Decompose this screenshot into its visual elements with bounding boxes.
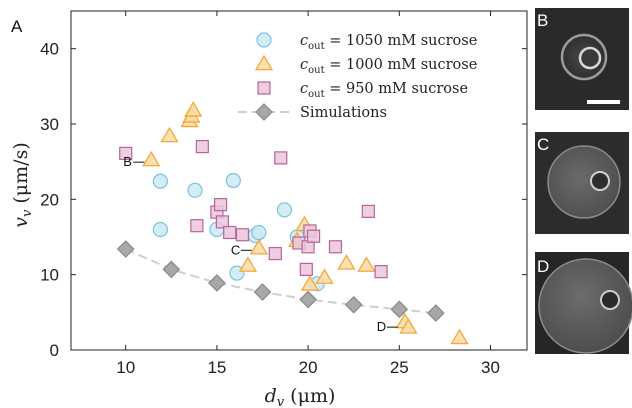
point-diamond-5 xyxy=(344,295,363,314)
point-diamond-0 xyxy=(116,240,135,258)
point-square-14 xyxy=(306,229,321,243)
point-triangle-5 xyxy=(238,256,258,272)
point-triangle-14 xyxy=(399,318,418,334)
legend-label-2: cout = 950 mM sucrose xyxy=(300,81,468,100)
scale-bar xyxy=(587,100,620,104)
point-circle-1 xyxy=(152,221,168,238)
micrograph-c: C xyxy=(535,132,629,234)
annotation-d: D xyxy=(377,319,386,334)
x-axis-label: dv (μm) xyxy=(265,385,336,408)
x-tick-label-4: 30 xyxy=(481,358,500,377)
x-tick-label-3: 25 xyxy=(390,358,409,377)
x-tick-label-0: 10 xyxy=(116,358,135,377)
point-square-4 xyxy=(213,198,228,212)
micrograph-d: D xyxy=(535,252,632,354)
legend-label-1: cout = 1000 mM sucrose xyxy=(300,57,477,76)
x-tick-label-1: 15 xyxy=(207,358,226,377)
micrograph-b: B xyxy=(535,8,629,110)
point-square-9 xyxy=(274,151,288,165)
point-square-5 xyxy=(215,215,229,229)
y-tick-label-4: 40 xyxy=(40,40,59,59)
point-diamond-1 xyxy=(162,260,181,279)
point-square-8 xyxy=(268,246,282,261)
panel-letter-c: C xyxy=(537,135,549,154)
point-triangle-4 xyxy=(184,101,203,117)
point-square-11 xyxy=(299,262,313,276)
point-triangle-9 xyxy=(300,275,320,291)
y-tick-label-2: 20 xyxy=(40,190,59,209)
point-circle-8 xyxy=(276,202,293,218)
axis-ticks: 10 15 20 25 30 0 10 20 30 40 xyxy=(40,11,527,377)
panel-letter-b: B xyxy=(537,11,548,30)
y-axis-label: vv (μm/s) xyxy=(10,142,35,227)
y-tick-label-0: 0 xyxy=(50,341,59,360)
annotation-c: C xyxy=(231,242,240,257)
point-diamond-3 xyxy=(253,283,272,301)
legend-label-3: Simulations xyxy=(300,105,387,121)
panel-letter-d: D xyxy=(537,257,549,276)
point-circle-2 xyxy=(187,182,203,198)
point-square-16 xyxy=(361,204,375,218)
point-square-0 xyxy=(119,146,133,160)
y-tick-label-3: 30 xyxy=(40,115,59,134)
point-square-7 xyxy=(235,228,250,242)
point-square-1 xyxy=(190,219,204,233)
point-diamond-2 xyxy=(208,274,226,292)
legend-label-0: cout = 1050 mM sucrose xyxy=(300,33,477,52)
panel-letter-a: A xyxy=(11,17,23,36)
point-triangle-15 xyxy=(450,328,469,345)
legend-marker-square xyxy=(257,81,271,95)
legend-marker-triangle xyxy=(254,54,274,71)
y-tick-label-1: 10 xyxy=(40,266,59,285)
point-diamond-4 xyxy=(299,290,317,309)
point-square-6 xyxy=(223,225,237,240)
point-circle-0 xyxy=(152,173,168,189)
point-diamond-7 xyxy=(426,304,445,322)
data-series xyxy=(116,101,469,345)
point-square-15 xyxy=(328,240,343,254)
point-circle-7 xyxy=(251,224,267,241)
plot-frame xyxy=(70,10,528,351)
point-triangle-11 xyxy=(337,254,356,270)
point-diamond-6 xyxy=(390,300,409,319)
point-square-17 xyxy=(374,265,388,279)
legend-marker-circle xyxy=(256,32,272,48)
point-triangle-1 xyxy=(160,126,179,143)
point-circle-4 xyxy=(225,172,241,189)
point-triangle-12 xyxy=(357,256,376,272)
point-triangle-0 xyxy=(142,150,161,167)
legend: cout = 1050 mM sucrose cout = 1000 mM suc… xyxy=(238,32,477,121)
point-triangle-10 xyxy=(315,268,334,284)
x-tick-label-2: 20 xyxy=(299,358,318,377)
point-square-2 xyxy=(195,140,209,154)
annotation-b: B xyxy=(123,154,132,169)
legend-marker-diamond xyxy=(255,103,273,121)
annotations: B C D xyxy=(123,154,398,334)
point-triangle-6 xyxy=(249,239,269,255)
